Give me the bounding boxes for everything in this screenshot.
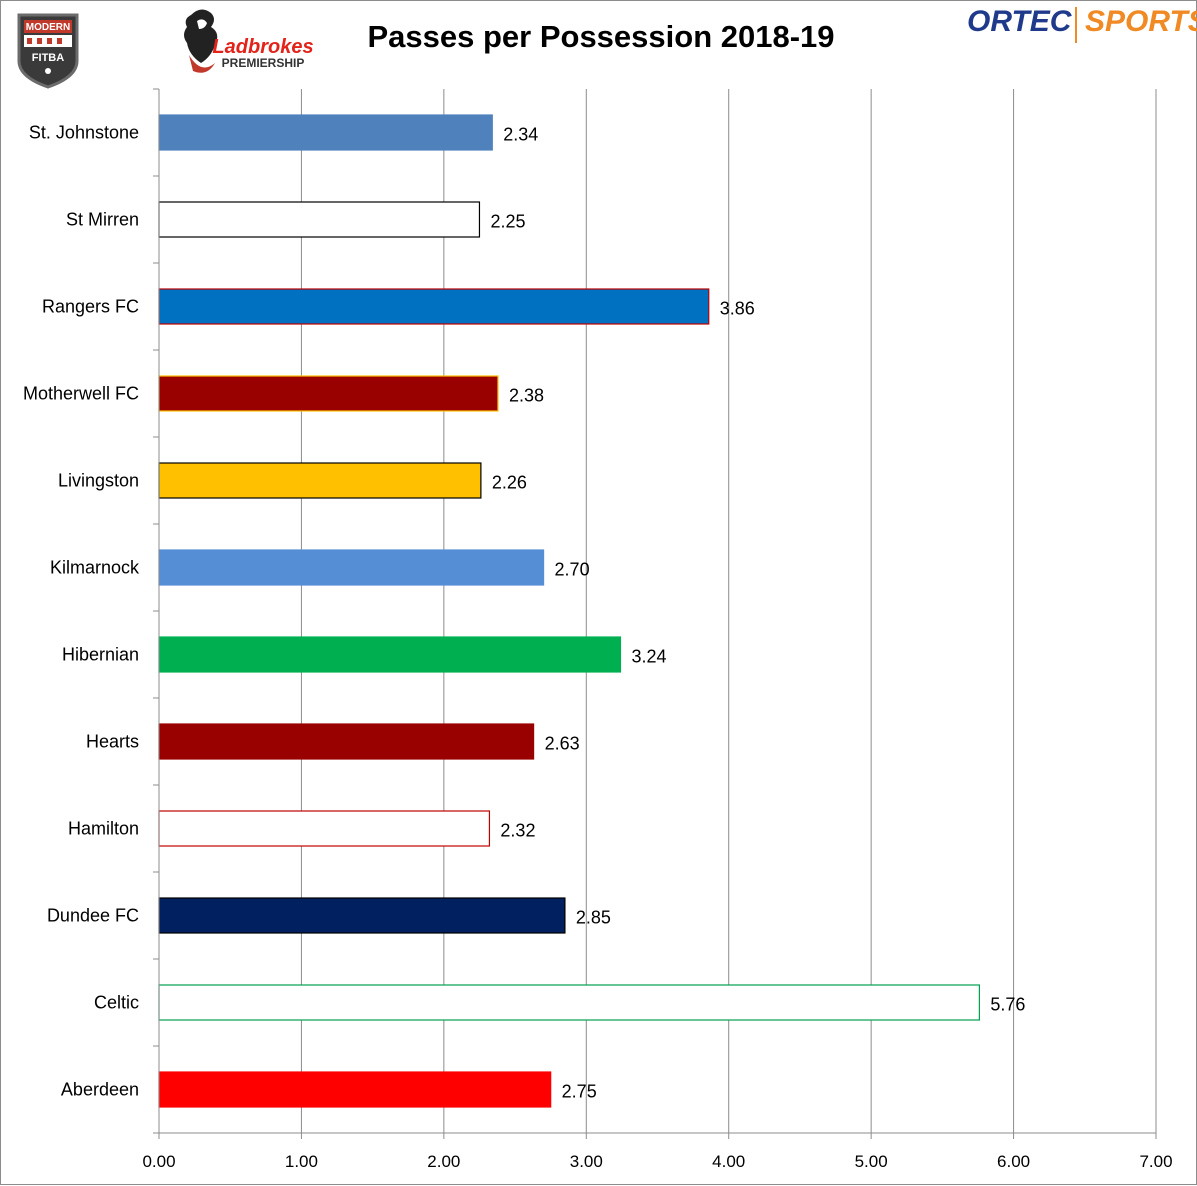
- ladbrokes-premiership-logo: Ladbrokes PREMIERSHIP: [184, 9, 314, 73]
- category-label: Celtic: [94, 993, 139, 1013]
- x-tick-label: 6.00: [997, 1152, 1030, 1171]
- x-tick-label: 4.00: [712, 1152, 745, 1171]
- category-label: Kilmarnock: [50, 558, 140, 578]
- category-label: Dundee FC: [47, 906, 139, 926]
- x-tick-label: 1.00: [285, 1152, 318, 1171]
- ortec-wordmark: ORTEC: [967, 5, 1072, 38]
- category-label: Livingston: [58, 471, 139, 491]
- value-label: 2.26: [492, 473, 527, 493]
- category-label: St. Johnstone: [29, 123, 139, 143]
- bar: [158, 549, 545, 586]
- bar: [158, 114, 493, 151]
- value-label: 2.32: [500, 821, 535, 841]
- bar: [158, 462, 482, 499]
- category-label: Motherwell FC: [23, 384, 139, 404]
- value-label: 2.38: [509, 386, 544, 406]
- sports-wordmark: SPORTS: [1085, 5, 1197, 38]
- bar: [158, 897, 566, 934]
- svg-text:FITBA: FITBA: [32, 52, 64, 64]
- x-tick-label: 0.00: [142, 1152, 175, 1171]
- bar: [158, 375, 499, 412]
- bar: [158, 984, 980, 1021]
- x-tick-label: 3.00: [570, 1152, 603, 1171]
- x-tick-label: 7.00: [1139, 1152, 1172, 1171]
- value-label: 2.85: [576, 908, 611, 928]
- value-label: 2.63: [545, 734, 580, 754]
- svg-text:PREMIERSHIP: PREMIERSHIP: [222, 56, 305, 70]
- bar: [158, 636, 622, 673]
- category-label: Hamilton: [68, 819, 139, 839]
- svg-text:MODERN: MODERN: [26, 22, 70, 33]
- category-label: Rangers FC: [42, 297, 139, 317]
- ortec-divider: [1075, 7, 1077, 43]
- bar: [158, 201, 481, 238]
- value-label: 2.75: [562, 1082, 597, 1102]
- x-tick-label: 2.00: [427, 1152, 460, 1171]
- bar: [158, 1071, 552, 1108]
- bar: [158, 288, 710, 325]
- bar: [158, 723, 535, 760]
- value-label: 5.76: [990, 995, 1025, 1015]
- value-label: 2.25: [490, 212, 525, 232]
- value-label: 3.86: [720, 299, 755, 319]
- bar: [158, 810, 491, 847]
- x-tick-label: 5.00: [855, 1152, 888, 1171]
- category-label: Hearts: [86, 732, 139, 752]
- chart-title: Passes per Possession 2018-19: [367, 19, 835, 54]
- svg-text:Ladbrokes: Ladbrokes: [212, 36, 313, 58]
- category-label: Hibernian: [62, 645, 139, 665]
- value-label: 2.70: [555, 560, 590, 580]
- value-label: 3.24: [631, 647, 666, 667]
- category-label: St Mirren: [66, 210, 139, 230]
- ortec-sports-logo: ORTEC SPORTS: [961, 3, 1197, 47]
- category-label: Aberdeen: [61, 1080, 139, 1100]
- modern-fitba-logo: MODERN FITBA: [17, 13, 79, 89]
- value-label: 2.34: [503, 125, 538, 145]
